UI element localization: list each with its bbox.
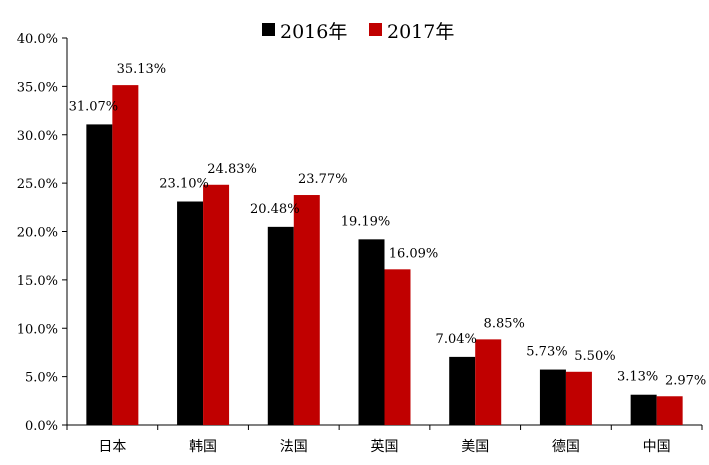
bar-2016 bbox=[539, 369, 566, 425]
data-label: 2.97% bbox=[665, 373, 706, 388]
data-label: 5.50% bbox=[574, 349, 615, 364]
y-tick-label: 25.0% bbox=[17, 177, 58, 192]
y-tick-label: 35.0% bbox=[17, 80, 58, 95]
y-tick-label: 5.0% bbox=[25, 371, 58, 386]
bar-2016 bbox=[177, 201, 204, 425]
bar-2017 bbox=[293, 195, 320, 425]
data-label: 31.07% bbox=[69, 99, 119, 114]
data-label: 23.77% bbox=[298, 172, 348, 187]
bar-2016 bbox=[267, 226, 294, 425]
bar-2017 bbox=[656, 396, 683, 425]
y-tick-label: 10.0% bbox=[17, 322, 58, 337]
x-category-label: 韩国 bbox=[189, 439, 217, 455]
bar-2017 bbox=[475, 339, 502, 425]
legend-label-2016: 2016年 bbox=[280, 21, 347, 43]
y-tick-label: 30.0% bbox=[17, 129, 58, 144]
legend-swatch-2017 bbox=[369, 23, 382, 36]
legend-swatch-2016 bbox=[262, 23, 275, 36]
data-label: 23.10% bbox=[159, 177, 209, 192]
y-tick-label: 15.0% bbox=[17, 274, 58, 289]
bar-2016 bbox=[630, 394, 657, 425]
axes: 0.0% 5.0% 10.0% 15.0% 20.0% 25.0% 30.0% 35.0% 40… bbox=[17, 32, 703, 455]
data-labels: 31.07% 23.10% 20.48% 19.19% 7.04% 5.73% 3.13% 3… bbox=[69, 62, 707, 388]
y-tick-label: 40.0% bbox=[17, 32, 58, 47]
legend: 2016年 2017年 bbox=[262, 21, 454, 43]
x-category-label: 中国 bbox=[643, 439, 671, 455]
x-category-label: 英国 bbox=[371, 438, 399, 455]
bars bbox=[86, 85, 683, 425]
legend-label-2017: 2017年 bbox=[387, 21, 454, 43]
bar-2017 bbox=[112, 85, 139, 425]
x-category-label: 日本 bbox=[98, 439, 126, 455]
bar-2017 bbox=[565, 371, 592, 425]
data-label: 20.48% bbox=[250, 202, 300, 217]
bar-2016 bbox=[449, 356, 476, 425]
data-label: 35.13% bbox=[117, 62, 167, 77]
y-tick-label: 0.0% bbox=[25, 419, 58, 434]
x-category-label: 法国 bbox=[280, 439, 308, 455]
data-label: 8.85% bbox=[484, 316, 525, 331]
bar-2016 bbox=[86, 124, 113, 425]
data-label: 16.09% bbox=[389, 246, 439, 261]
y-tick-label: 20.0% bbox=[17, 226, 58, 241]
data-label: 7.04% bbox=[436, 332, 477, 347]
x-category-label: 德国 bbox=[552, 439, 580, 455]
data-label: 19.19% bbox=[341, 214, 391, 229]
data-label: 5.73% bbox=[526, 345, 567, 360]
data-label: 24.83% bbox=[207, 162, 257, 177]
bar-2016 bbox=[358, 239, 385, 425]
bar-2017 bbox=[203, 184, 230, 425]
data-label: 3.13% bbox=[617, 370, 658, 385]
bar-2017 bbox=[384, 269, 411, 425]
x-category-label: 美国 bbox=[461, 439, 489, 455]
